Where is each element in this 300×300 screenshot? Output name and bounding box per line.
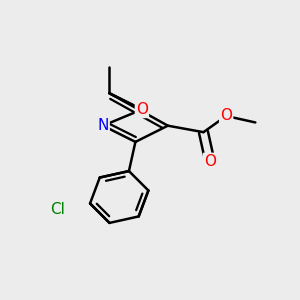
- Text: N: N: [97, 118, 109, 133]
- Text: Cl: Cl: [50, 202, 65, 217]
- Text: O: O: [136, 102, 148, 117]
- Text: O: O: [220, 109, 232, 124]
- Text: O: O: [204, 154, 216, 169]
